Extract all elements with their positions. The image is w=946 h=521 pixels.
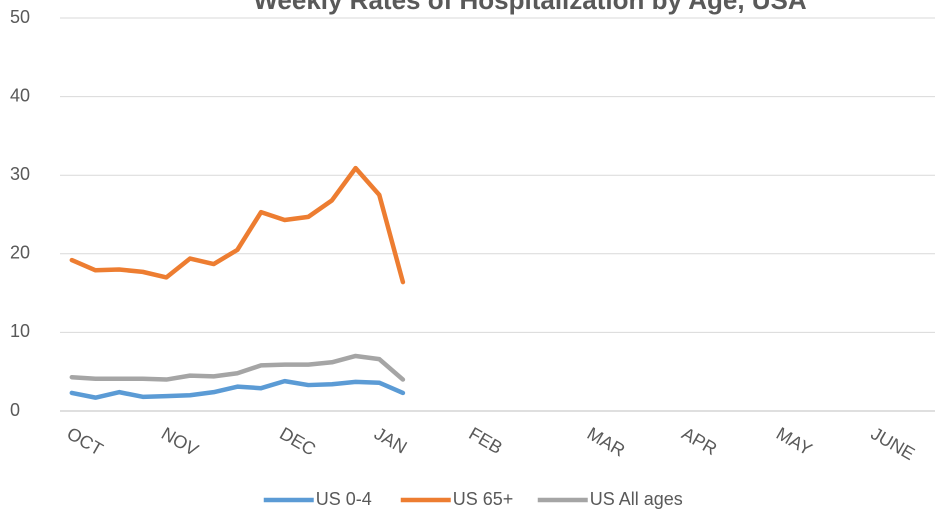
line-series (69, 353, 406, 382)
y-tick-label: 40 (10, 85, 30, 105)
x-tick-label: MAR (584, 423, 629, 460)
y-tick-label: 0 (10, 400, 20, 420)
legend-label: US 65+ (453, 489, 514, 509)
x-tick-label: DEC (276, 423, 319, 459)
y-tick-label: 20 (10, 243, 30, 263)
y-tick-label: 10 (10, 321, 30, 341)
x-tick-label: JAN (371, 423, 410, 457)
x-tick-label: FEB (465, 423, 505, 458)
chart-title: Weekly Rates of Hospitalization by Age, … (253, 0, 807, 15)
y-tick-label: 50 (10, 7, 30, 27)
x-tick-label: APR (678, 423, 720, 459)
legend-label: US All ages (590, 489, 683, 509)
line-series (69, 378, 406, 400)
x-tick-label: NOV (158, 423, 202, 460)
x-tick-label: JUNE (868, 423, 919, 464)
x-tick-label: OCT (63, 423, 106, 459)
x-tick-label: MAY (773, 423, 816, 459)
legend-label: US 0-4 (316, 489, 372, 509)
line-series (69, 165, 406, 285)
y-tick-label: 30 (10, 164, 30, 184)
